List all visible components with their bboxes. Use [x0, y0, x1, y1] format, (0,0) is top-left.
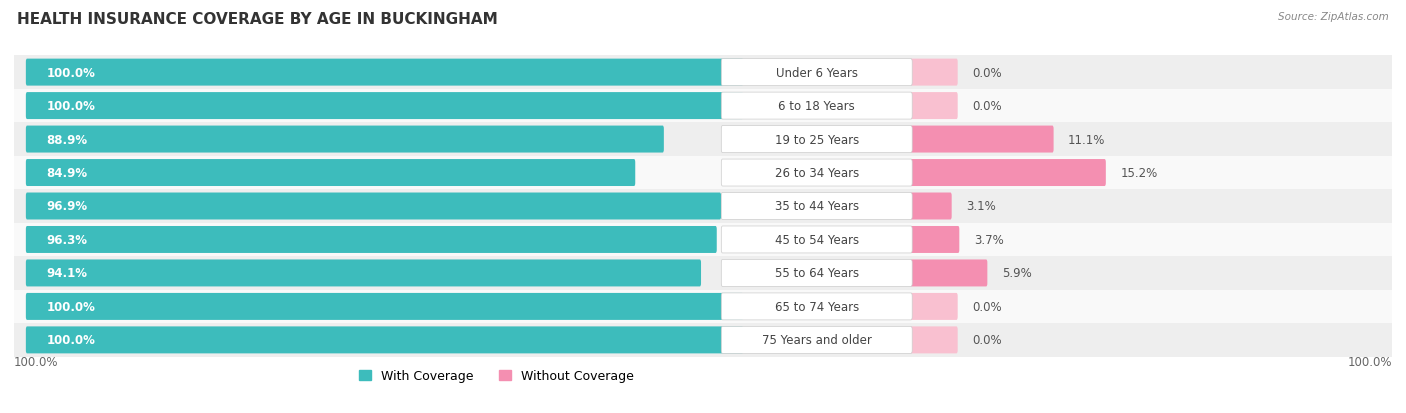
FancyBboxPatch shape [721, 126, 912, 153]
FancyBboxPatch shape [721, 226, 912, 253]
Text: 84.9%: 84.9% [46, 166, 87, 180]
Text: 94.1%: 94.1% [46, 267, 87, 280]
FancyBboxPatch shape [910, 59, 957, 86]
Text: 0.0%: 0.0% [972, 300, 1001, 313]
Text: 55 to 64 Years: 55 to 64 Years [775, 267, 859, 280]
Text: 100.0%: 100.0% [46, 334, 96, 347]
FancyBboxPatch shape [910, 193, 952, 220]
Text: 15.2%: 15.2% [1121, 166, 1157, 180]
FancyBboxPatch shape [14, 90, 1392, 123]
Text: 3.1%: 3.1% [966, 200, 995, 213]
Text: HEALTH INSURANCE COVERAGE BY AGE IN BUCKINGHAM: HEALTH INSURANCE COVERAGE BY AGE IN BUCK… [17, 12, 498, 27]
FancyBboxPatch shape [910, 293, 957, 320]
Text: 45 to 54 Years: 45 to 54 Years [775, 233, 859, 247]
FancyBboxPatch shape [25, 93, 744, 120]
FancyBboxPatch shape [721, 293, 912, 320]
Text: 5.9%: 5.9% [1001, 267, 1032, 280]
Text: 11.1%: 11.1% [1069, 133, 1105, 146]
Text: 75 Years and older: 75 Years and older [762, 334, 872, 347]
FancyBboxPatch shape [14, 256, 1392, 290]
Text: 100.0%: 100.0% [1347, 355, 1392, 368]
FancyBboxPatch shape [14, 157, 1392, 190]
FancyBboxPatch shape [14, 223, 1392, 256]
FancyBboxPatch shape [25, 327, 744, 354]
FancyBboxPatch shape [721, 93, 912, 120]
FancyBboxPatch shape [25, 193, 721, 220]
FancyBboxPatch shape [910, 226, 959, 253]
Text: 65 to 74 Years: 65 to 74 Years [775, 300, 859, 313]
Text: 100.0%: 100.0% [46, 100, 96, 113]
FancyBboxPatch shape [910, 260, 987, 287]
FancyBboxPatch shape [25, 293, 744, 320]
Text: 88.9%: 88.9% [46, 133, 87, 146]
FancyBboxPatch shape [14, 190, 1392, 223]
FancyBboxPatch shape [14, 56, 1392, 90]
FancyBboxPatch shape [14, 290, 1392, 323]
Text: Under 6 Years: Under 6 Years [776, 66, 858, 79]
Text: 100.0%: 100.0% [14, 355, 59, 368]
FancyBboxPatch shape [721, 327, 912, 354]
Text: 0.0%: 0.0% [972, 66, 1001, 79]
Text: 100.0%: 100.0% [46, 300, 96, 313]
FancyBboxPatch shape [14, 323, 1392, 357]
FancyBboxPatch shape [721, 193, 912, 220]
Text: 96.3%: 96.3% [46, 233, 87, 247]
Text: 0.0%: 0.0% [972, 100, 1001, 113]
FancyBboxPatch shape [721, 160, 912, 187]
Text: 26 to 34 Years: 26 to 34 Years [775, 166, 859, 180]
Text: 100.0%: 100.0% [46, 66, 96, 79]
FancyBboxPatch shape [721, 260, 912, 287]
Text: 96.9%: 96.9% [46, 200, 87, 213]
Text: 3.7%: 3.7% [974, 233, 1004, 247]
Text: 6 to 18 Years: 6 to 18 Years [779, 100, 855, 113]
FancyBboxPatch shape [910, 327, 957, 354]
Legend: With Coverage, Without Coverage: With Coverage, Without Coverage [359, 369, 634, 382]
FancyBboxPatch shape [910, 126, 1053, 153]
FancyBboxPatch shape [25, 59, 744, 86]
FancyBboxPatch shape [910, 93, 957, 120]
FancyBboxPatch shape [25, 260, 702, 287]
FancyBboxPatch shape [910, 160, 1107, 187]
Text: 0.0%: 0.0% [972, 334, 1001, 347]
FancyBboxPatch shape [25, 126, 664, 153]
FancyBboxPatch shape [721, 59, 912, 86]
FancyBboxPatch shape [14, 123, 1392, 157]
Text: 19 to 25 Years: 19 to 25 Years [775, 133, 859, 146]
Text: 35 to 44 Years: 35 to 44 Years [775, 200, 859, 213]
Text: Source: ZipAtlas.com: Source: ZipAtlas.com [1278, 12, 1389, 22]
FancyBboxPatch shape [25, 160, 636, 187]
FancyBboxPatch shape [25, 226, 717, 253]
